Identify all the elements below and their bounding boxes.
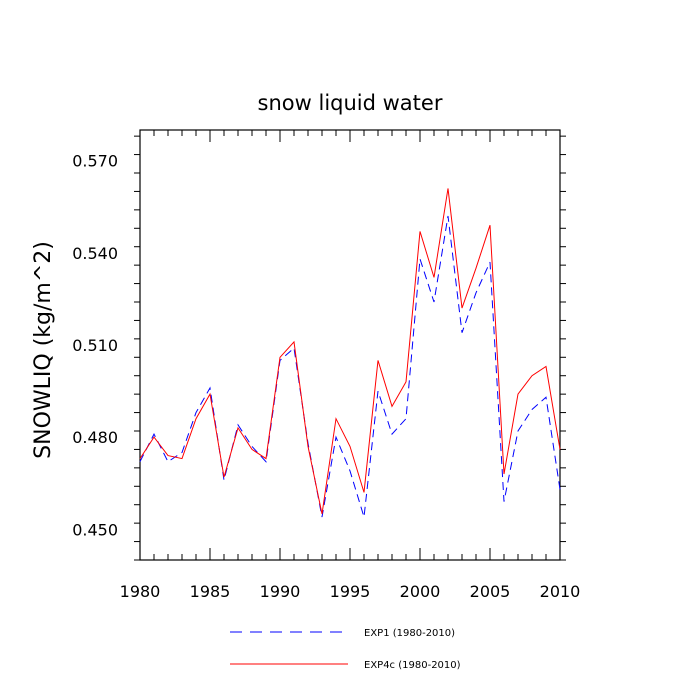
y-tick-label: 0.570 bbox=[72, 152, 118, 171]
x-tick-label: 2010 bbox=[540, 582, 581, 601]
x-tick-label: 2000 bbox=[400, 582, 441, 601]
y-tick-label: 0.480 bbox=[72, 428, 118, 447]
series-line-2 bbox=[139, 188, 561, 515]
legend: EXP1 (1980-2010) EXP4c (1980-2010) bbox=[230, 628, 461, 671]
legend-label-2: EXP4c (1980-2010) bbox=[364, 660, 461, 671]
legend-label-1: EXP1 (1980-2010) bbox=[364, 628, 455, 639]
y-tick-label: 0.450 bbox=[72, 520, 118, 539]
plot-area: 1980 1985 1990 1995 2000 2005 2010 0.450 0.480 0.… bbox=[72, 129, 581, 601]
y-tick-label: 0.510 bbox=[72, 336, 118, 355]
x-tick-label: 1980 bbox=[120, 582, 161, 601]
series-line-1 bbox=[139, 215, 561, 518]
x-tick-label: 1990 bbox=[260, 582, 301, 601]
x-tick-label: 2005 bbox=[470, 582, 511, 601]
chart-title: snow liquid water bbox=[258, 91, 443, 115]
y-tick-label: 0.540 bbox=[72, 244, 118, 263]
y-axis-label: SNOWLIQ (kg/m^2) bbox=[31, 241, 56, 459]
x-tick-label: 1985 bbox=[190, 582, 231, 601]
x-tick-label: 1995 bbox=[330, 582, 371, 601]
